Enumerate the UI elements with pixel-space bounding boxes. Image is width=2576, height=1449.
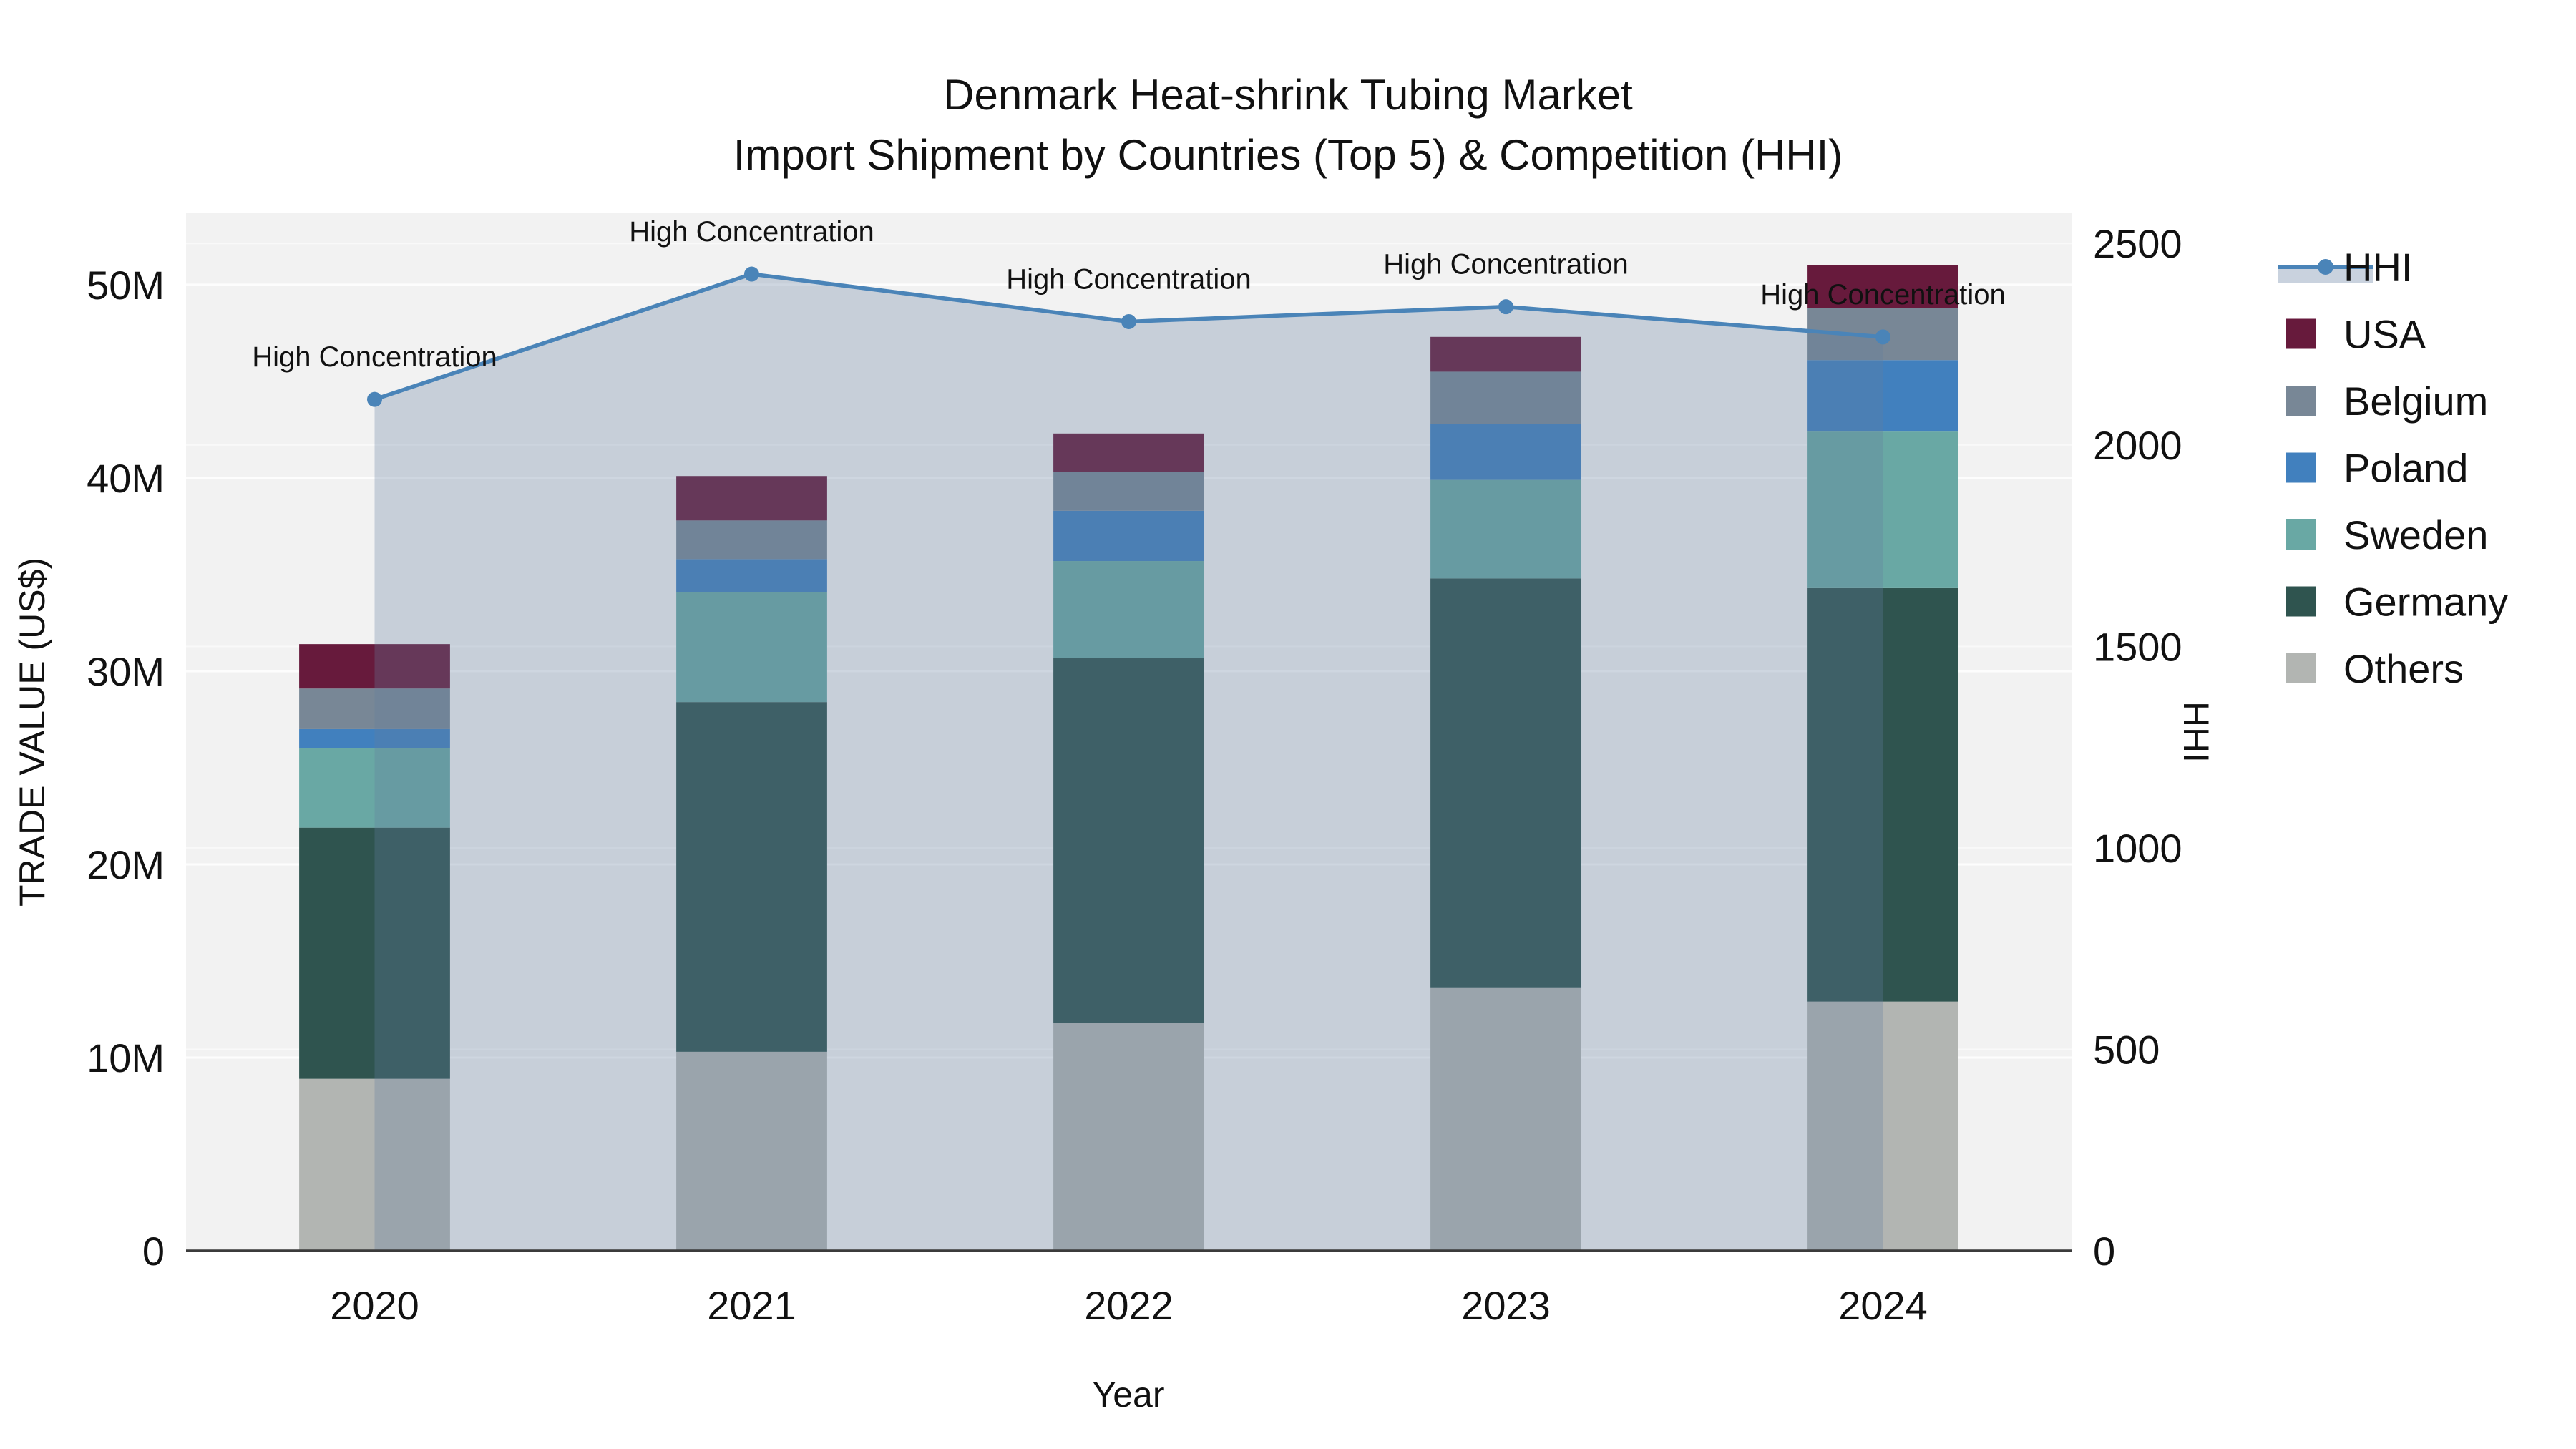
annotation-2024: High Concentration [1760, 279, 2005, 311]
legend-item-germany: Germany [2286, 580, 2508, 625]
bar-segment-sweden-2023 [1430, 479, 1581, 579]
bar-segment-others-2022 [1053, 1023, 1204, 1251]
y-tick-50M: 50M [87, 263, 165, 308]
hhi-marker-2024 [1875, 329, 1890, 345]
hhi-marker-2023 [1498, 299, 1513, 315]
bar-segment-belgium-2023 [1430, 371, 1581, 424]
bar-segment-usa-2022 [1053, 433, 1204, 472]
x-tick-2022: 2022 [1084, 1283, 1174, 1328]
bar-segment-others-2023 [1430, 987, 1581, 1251]
legend-item-sweden: Sweden [2286, 512, 2488, 557]
bar-segment-belgium-2021 [676, 520, 827, 560]
bar-segment-poland-2022 [1053, 510, 1204, 562]
y-tick-30M: 30M [87, 649, 165, 694]
plot-area: High Concentration High Concentration High… [87, 213, 2182, 1328]
y2-axis-title: HHI [2176, 701, 2216, 763]
bar-segment-sweden-2020 [299, 748, 450, 828]
y-axis-title: TRADE VALUE (US$) [12, 557, 52, 907]
bar-segment-poland-2024 [1807, 360, 1958, 432]
bar-segment-germany-2020 [299, 827, 450, 1079]
bar-segment-usa-2020 [299, 644, 450, 689]
chart-title-line1: Denmark Heat-shrink Tubing Market [943, 71, 1633, 119]
x-axis-title: Year [1092, 1375, 1164, 1415]
x-tick-2023: 2023 [1461, 1283, 1551, 1328]
bar-segment-usa-2021 [676, 476, 827, 521]
legend-label-belgium: Belgium [2343, 379, 2488, 424]
chart-title-line2: Import Shipment by Countries (Top 5) & C… [733, 131, 1843, 179]
x-tick-2021: 2021 [707, 1283, 796, 1328]
y-tick-10M: 10M [87, 1035, 165, 1080]
y2-tick-2500: 2500 [2093, 221, 2182, 266]
legend-swatch-usa [2286, 318, 2316, 349]
y2-tick-2000: 2000 [2093, 423, 2182, 468]
y2-tick-1500: 1500 [2093, 624, 2182, 669]
y-tick-40M: 40M [87, 456, 165, 501]
annotation-2023: High Concentration [1383, 249, 1628, 280]
legend: HHI USA Belgium Poland Sweden Germany Others [2278, 245, 2508, 691]
bar-segment-others-2020 [299, 1078, 450, 1251]
legend-swatch-others [2286, 653, 2316, 683]
legend-swatch-belgium [2286, 386, 2316, 416]
hhi-area-fill [374, 274, 1883, 1252]
bar-segment-germany-2023 [1430, 578, 1581, 988]
bar-segment-belgium-2022 [1053, 472, 1204, 511]
hhi-marker-2021 [744, 266, 759, 282]
bar-segment-poland-2021 [676, 559, 827, 592]
annotation-2022: High Concentration [1006, 263, 1251, 295]
y2-tick-500: 500 [2093, 1027, 2160, 1072]
bar-segment-poland-2023 [1430, 424, 1581, 480]
bar-segment-sweden-2021 [676, 592, 827, 703]
y-tick-0: 0 [142, 1229, 165, 1274]
legend-label-poland: Poland [2343, 446, 2468, 491]
legend-swatch-poland [2286, 452, 2316, 483]
legend-label-sweden: Sweden [2343, 512, 2488, 557]
legend-item-usa: USA [2286, 312, 2426, 357]
legend-label-usa: USA [2343, 312, 2426, 357]
annotation-2020: High Concentration [252, 341, 497, 373]
legend-label-germany: Germany [2343, 580, 2508, 625]
bar-segment-germany-2021 [676, 702, 827, 1052]
bar-segment-others-2024 [1807, 1001, 1958, 1251]
legend-swatch-germany [2286, 586, 2316, 617]
legend-item-hhi: HHI [2278, 245, 2412, 290]
hhi-marker-2022 [1121, 313, 1136, 329]
hhi-marker-2020 [367, 391, 382, 407]
x-tick-2020: 2020 [330, 1283, 419, 1328]
bar-segment-belgium-2020 [299, 688, 450, 729]
bar-segment-others-2021 [676, 1051, 827, 1251]
bar-segment-sweden-2022 [1053, 561, 1204, 658]
x-tick-2024: 2024 [1838, 1283, 1928, 1328]
bar-segment-poland-2020 [299, 728, 450, 748]
legend-item-poland: Poland [2286, 446, 2468, 491]
y-tick-20M: 20M [87, 842, 165, 887]
legend-swatch-sweden [2286, 519, 2316, 550]
bar-segment-usa-2024 [1807, 265, 1958, 308]
bar-segment-germany-2022 [1053, 658, 1204, 1023]
y2-tick-1000: 1000 [2093, 826, 2182, 871]
annotation-2021: High Concentration [629, 216, 874, 248]
legend-hhi-marker [2318, 259, 2333, 275]
legend-item-others: Others [2286, 646, 2464, 691]
bar-segment-germany-2024 [1807, 587, 1958, 1002]
legend-label-hhi: HHI [2343, 245, 2412, 290]
y2-tick-0: 0 [2093, 1229, 2115, 1274]
legend-label-others: Others [2343, 646, 2464, 691]
bar-segment-usa-2023 [1430, 336, 1581, 372]
legend-item-belgium: Belgium [2286, 379, 2488, 424]
bar-segment-sweden-2024 [1807, 431, 1958, 588]
